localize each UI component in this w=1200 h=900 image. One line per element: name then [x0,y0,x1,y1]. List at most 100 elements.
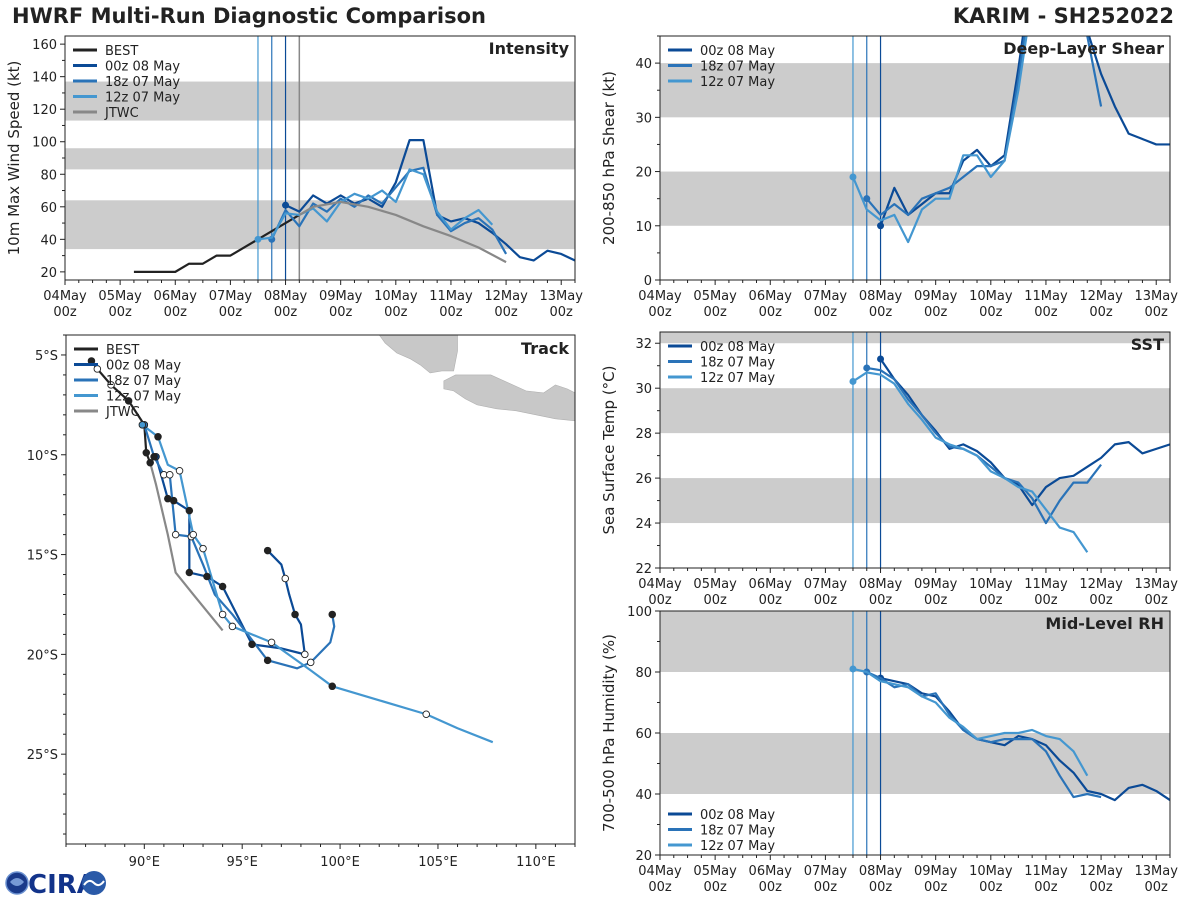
intensity-x-tick-label-hour: 00z [219,305,243,320]
rh-band [660,733,1170,794]
sst-x-tick-label-hour: 00z [924,593,948,608]
track-marker-00z [185,506,194,515]
shear-panel: 04May00z05May00z06May00z07May00z08May00z… [600,35,1179,320]
intensity-y-tick-label: 140 [32,71,57,86]
track-marker-12z [138,421,147,429]
rh-x-tick-label-hour: 00z [703,880,727,895]
sst-x-tick-label-hour: 00z [703,593,727,608]
sst-y-tick-label: 24 [635,517,652,532]
intensity-panel: 04May00z05May00z06May00z07May00z08May00z… [5,35,583,320]
track-series-18z [143,424,336,670]
track-marker-00z [301,650,309,659]
track-marker-12z [328,682,336,691]
intensity-x-tick-label-hour: 00z [439,305,463,320]
shear-x-tick-label: 06May [749,289,793,304]
intensity-x-tick-label: 10May [374,289,418,304]
intensity-x-tick-label-hour: 00z [108,305,132,320]
intensity-x-tick-label-hour: 00z [550,305,574,320]
shear-series-12z [851,36,1028,244]
track-marker-18z [150,453,158,461]
track-marker-best [142,449,151,457]
cira-wave-icon [83,879,105,887]
sst-panel: 04May00z05May00z06May00z07May00z08May00z… [600,331,1178,608]
rh-x-tick-label: 10May [969,864,1013,879]
shear-legend-label-18z: 18z 07 May [700,60,775,75]
intensity-legend-label-18z: 18z 07 May [105,75,180,90]
shear-x-tick-label-hour: 00z [1034,305,1058,320]
sst-band [660,332,1170,344]
track-marker-00z [281,574,290,583]
intensity-series-best [133,213,300,273]
intensity-y-tick-label: 40 [40,233,57,248]
sst-x-tick-label-hour: 00z [1034,593,1058,608]
rh-x-tick-label-hour: 00z [869,880,893,895]
sst-band [660,478,1170,524]
track-legend-label-jtwc: JTWC [105,405,140,420]
shear-init-point-00z [877,222,885,230]
intensity-x-tick-label-hour: 00z [164,305,188,320]
cira-logo: CIRA [5,870,106,898]
track-marker-best [93,365,102,373]
intensity-init-point-12z [254,235,262,243]
intensity-legend-label-jtwc: JTWC [104,106,139,121]
intensity-y-tick-label: 60 [40,201,57,216]
sst-init-point-00z [877,355,885,363]
shear-y-tick-label: 20 [635,166,652,181]
track-marker-00z [291,610,299,619]
shear-x-tick-label-hour: 00z [648,305,672,320]
rh-x-tick-label: 09May [914,864,958,879]
track-marker-12z [422,710,430,719]
shear-x-tick-label: 13May [1135,289,1179,304]
shear-x-tick-label: 05May [693,289,737,304]
track-series-00z [154,456,306,656]
cira-swirl-icon [10,878,24,886]
sst-frame [659,331,1171,569]
track-marker-00z [218,582,227,591]
shear-x-tick-label-hour: 00z [814,305,838,320]
track-marker-best [124,397,133,405]
intensity-y-tick-label: 120 [32,103,57,118]
sst-panel-title: SST [1131,335,1164,354]
rh-x-tick-label: 04May [638,864,682,879]
sst-x-tick-label: 11May [1024,577,1068,592]
storm-id: KARIM - SH252022 [952,4,1174,28]
track-x-tick-label: 105°E [418,855,458,870]
land-java [443,374,575,422]
intensity-band [65,148,575,170]
sst-x-tick-label-hour: 00z [814,593,838,608]
sst-x-tick-label: 07May [804,577,848,592]
shear-x-tick-label: 12May [1079,289,1123,304]
sst-series-18z [866,366,1102,525]
track-marker-00z [169,496,178,505]
rh-x-tick-label-hour: 00z [814,880,838,895]
intensity-legend-label-best: BEST [105,44,138,59]
intensity-x-tick-label: 12May [484,289,528,304]
shear-x-tick-label: 11May [1024,289,1068,304]
figure-title: HWRF Multi-Run Diagnostic Comparison [12,4,487,28]
track-series-jtwc [149,462,224,632]
land-sumatra [378,335,458,374]
sst-legend-label-18z: 18z 07 May [700,356,775,371]
rh-init-point-12z [849,665,857,673]
shear-x-tick-label: 07May [804,289,848,304]
shear-legend-label-00z: 00z 08 May [700,44,775,59]
track-marker-18z [328,610,336,619]
intensity-x-tick-label-hour: 00z [329,305,353,320]
rh-x-tick-label: 11May [1024,864,1068,879]
shear-y-tick-label: 0 [644,274,652,289]
sst-init-point-12z [849,377,857,385]
shear-x-tick-label: 09May [914,289,958,304]
track-marker-18z [166,470,174,479]
rh-band [660,611,1170,672]
intensity-x-tick-label: 09May [319,289,363,304]
track-marker-12z [218,610,227,619]
sst-x-tick-label-hour: 00z [648,593,672,608]
track-y-tick-label: 25°S [27,748,58,763]
shear-x-tick-label: 10May [969,289,1013,304]
intensity-x-tick-label: 06May [154,289,198,304]
track-marker-12z [199,544,207,553]
rh-y-tick-label: 100 [627,605,652,620]
track-panel-title: Track [521,339,569,358]
rh-legend-label-00z: 00z 08 May [700,808,775,823]
track-marker-12z [175,466,184,475]
